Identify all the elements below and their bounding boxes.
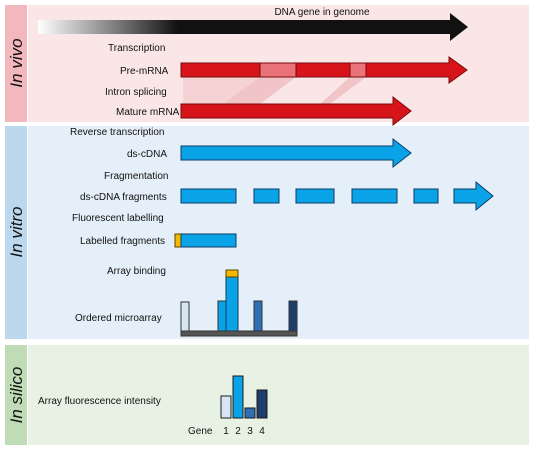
array-base [180, 330, 298, 337]
ordered-microarray-label: Ordered microarray [75, 313, 162, 324]
in-silico-side-panel [5, 345, 27, 445]
in-vitro-panel [28, 126, 529, 339]
ds-cdna-arrow [180, 137, 412, 169]
fragmentation-label: Fragmentation [104, 171, 168, 182]
splicing-shade-2 [320, 77, 366, 104]
splicing-shade-1 [223, 77, 296, 104]
mature-mrna-arrow [180, 95, 412, 127]
pre-mrna-arrow [180, 56, 468, 84]
intron-1 [259, 62, 297, 78]
array-binding-label: Array binding [107, 266, 166, 277]
array-probe-3 [253, 300, 263, 332]
fluorescent-labelling-label: Fluorescent labelling [72, 213, 164, 224]
in-vivo-side-panel [5, 5, 27, 122]
fragment-2 [253, 188, 280, 204]
labelled-fragments-label: Labelled fragments [80, 236, 165, 247]
ds-cdna-fragments [180, 180, 494, 212]
intensity-bar-gene-1 [220, 395, 232, 419]
gene-number-1: 1 [223, 426, 229, 437]
in-vitro-side-panel [5, 126, 27, 339]
labelled-fragment [174, 233, 237, 248]
gene-number-2: 2 [235, 426, 241, 437]
transcription-label: Transcription [108, 43, 165, 54]
array-probe-4 [288, 300, 298, 332]
fluor-tag [174, 233, 182, 248]
splicing-shade-3 [183, 77, 260, 104]
array-probe-1 [180, 301, 190, 332]
dna-gene-label: DNA gene in genome [274, 7, 370, 18]
fragment-5 [413, 188, 439, 204]
ds-cdna-label: ds-cDNA [127, 149, 167, 160]
gene-number-3: 3 [247, 426, 253, 437]
intensity-bars [220, 375, 268, 419]
array-probe-2 [217, 300, 227, 332]
array-bound-tag [225, 269, 239, 278]
dna-gene-arrow [38, 13, 468, 41]
in-vitro-label: In vitro [7, 206, 26, 257]
pre-mrna-label: Pre-mRNA [120, 66, 169, 77]
fragment-4 [351, 188, 398, 204]
fragment-3 [295, 188, 335, 204]
intron-splicing-label: Intron splicing [105, 87, 167, 98]
intensity-bar-gene-4 [256, 389, 268, 419]
reverse-transcription-label: Reverse transcription [70, 127, 164, 138]
in-silico-panel [28, 345, 529, 445]
gene-axis-label: Gene [188, 426, 213, 437]
in-silico-label: In silico [7, 367, 26, 424]
intensity-bar-gene-2 [232, 375, 244, 419]
mature-mrna-label: Mature mRNA [116, 107, 180, 118]
fragment-1 [180, 188, 237, 204]
ordered-microarray [180, 269, 298, 337]
fragment-6 [453, 180, 494, 212]
gene-number-4: 4 [259, 426, 265, 437]
ds-cdna-fragments-label: ds-cDNA fragments [80, 192, 167, 203]
in-vivo-label: In vivo [7, 38, 26, 87]
array-intensity-label: Array fluorescence intensity [38, 396, 161, 407]
intensity-bar-gene-3 [244, 407, 256, 419]
intron-2 [349, 62, 367, 78]
array-bound-fragment [225, 276, 239, 332]
